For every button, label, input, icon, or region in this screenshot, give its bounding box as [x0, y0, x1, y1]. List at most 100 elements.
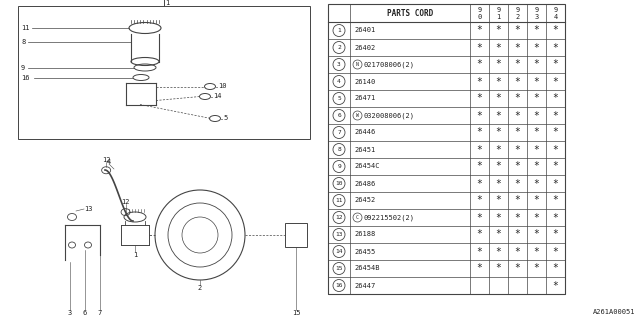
Text: 9: 9	[515, 7, 520, 13]
Text: 2: 2	[515, 14, 520, 20]
Text: 9: 9	[534, 7, 539, 13]
Text: 3: 3	[68, 310, 72, 316]
Text: 2: 2	[337, 45, 341, 50]
Text: 8: 8	[337, 147, 341, 152]
Text: *: *	[534, 196, 540, 205]
Text: *: *	[552, 93, 559, 103]
Text: 26455: 26455	[354, 249, 375, 254]
Text: 26401: 26401	[354, 28, 375, 34]
Text: *: *	[515, 145, 520, 155]
Text: *: *	[477, 162, 483, 172]
Text: 13: 13	[335, 232, 343, 237]
Text: 1: 1	[133, 252, 137, 258]
Text: 12: 12	[335, 215, 343, 220]
Text: 26454C: 26454C	[354, 164, 380, 170]
Text: *: *	[515, 179, 520, 188]
Text: *: *	[477, 196, 483, 205]
Text: 7: 7	[337, 130, 341, 135]
Text: *: *	[477, 127, 483, 138]
Text: *: *	[515, 110, 520, 121]
Text: *: *	[495, 263, 501, 274]
Text: *: *	[534, 212, 540, 222]
Text: *: *	[495, 229, 501, 239]
Text: 26452: 26452	[354, 197, 375, 204]
Text: *: *	[552, 263, 559, 274]
Text: 13: 13	[84, 206, 93, 212]
Text: *: *	[552, 43, 559, 52]
Text: 5: 5	[223, 116, 227, 122]
Text: *: *	[552, 196, 559, 205]
Text: 6: 6	[337, 113, 341, 118]
Text: *: *	[495, 43, 501, 52]
Text: 3: 3	[337, 62, 341, 67]
Text: *: *	[552, 162, 559, 172]
Text: *: *	[552, 26, 559, 36]
Text: *: *	[495, 110, 501, 121]
Text: 5: 5	[337, 96, 341, 101]
Bar	[328, 4, 565, 294]
Text: *: *	[495, 26, 501, 36]
Text: *: *	[534, 110, 540, 121]
Text: *: *	[534, 43, 540, 52]
Text: *: *	[477, 212, 483, 222]
Text: *: *	[534, 127, 540, 138]
Text: PARTS CORD: PARTS CORD	[387, 9, 433, 18]
Text: 26140: 26140	[354, 78, 375, 84]
Text: 26447: 26447	[354, 283, 375, 289]
Text: *: *	[477, 229, 483, 239]
Text: *: *	[495, 212, 501, 222]
Text: 9: 9	[477, 7, 482, 13]
Text: 10: 10	[335, 181, 343, 186]
Text: 10: 10	[218, 84, 227, 90]
Text: *: *	[515, 93, 520, 103]
Text: *: *	[477, 110, 483, 121]
Text: 4: 4	[337, 79, 341, 84]
Text: *: *	[477, 263, 483, 274]
Text: W: W	[356, 113, 359, 118]
Text: *: *	[495, 93, 501, 103]
Text: *: *	[515, 212, 520, 222]
Text: 14: 14	[335, 249, 343, 254]
Text: *: *	[534, 263, 540, 274]
Text: 7: 7	[98, 310, 102, 316]
Text: 1: 1	[165, 0, 169, 6]
Text: 4: 4	[554, 14, 557, 20]
Text: 14: 14	[213, 93, 221, 100]
Text: 26451: 26451	[354, 147, 375, 153]
Text: 032008006(2): 032008006(2)	[364, 112, 415, 119]
Text: *: *	[515, 76, 520, 86]
Text: 26188: 26188	[354, 231, 375, 237]
Text: *: *	[495, 127, 501, 138]
Text: *: *	[552, 110, 559, 121]
Text: *: *	[477, 76, 483, 86]
Text: *: *	[552, 212, 559, 222]
Text: 12: 12	[102, 157, 110, 163]
Text: 1: 1	[337, 28, 341, 33]
Text: 9: 9	[337, 164, 341, 169]
Text: *: *	[534, 26, 540, 36]
Text: *: *	[495, 60, 501, 69]
Text: *: *	[534, 179, 540, 188]
Text: *: *	[534, 246, 540, 257]
Text: *: *	[534, 60, 540, 69]
Text: *: *	[552, 60, 559, 69]
Text: *: *	[552, 145, 559, 155]
Text: 4: 4	[107, 159, 111, 165]
Text: *: *	[477, 26, 483, 36]
Text: *: *	[552, 246, 559, 257]
Text: *: *	[515, 26, 520, 36]
Text: 2: 2	[198, 285, 202, 291]
Text: N: N	[356, 62, 359, 67]
Text: 9: 9	[497, 7, 500, 13]
Text: 15: 15	[292, 310, 300, 316]
Text: *: *	[552, 76, 559, 86]
Text: C: C	[356, 215, 359, 220]
Text: A261A00051: A261A00051	[593, 309, 635, 315]
Text: *: *	[534, 229, 540, 239]
Text: *: *	[534, 76, 540, 86]
Text: *: *	[477, 60, 483, 69]
Text: 26402: 26402	[354, 44, 375, 51]
Text: *: *	[495, 179, 501, 188]
Text: *: *	[477, 145, 483, 155]
Text: *: *	[552, 127, 559, 138]
